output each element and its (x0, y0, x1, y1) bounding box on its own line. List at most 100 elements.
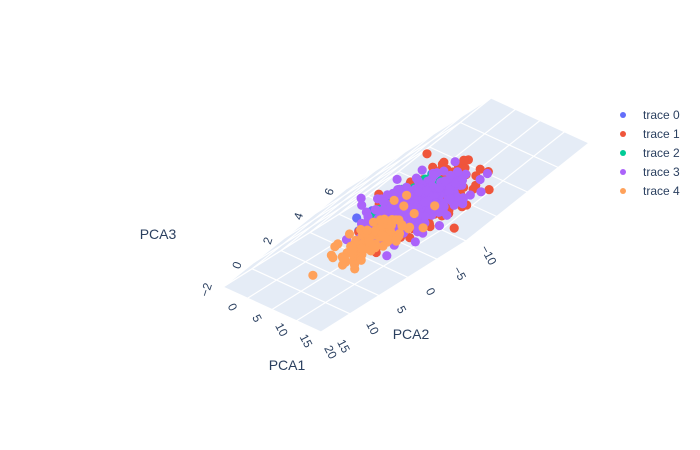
data-point (357, 200, 367, 210)
data-point (449, 223, 459, 233)
data-point (476, 187, 486, 197)
data-point (382, 251, 392, 261)
data-point (356, 224, 366, 235)
z-tick-label: 4 (291, 211, 306, 222)
data-point (409, 208, 419, 219)
z-tick-label: −2 (197, 281, 215, 299)
z-tick-label: 0 (229, 260, 244, 271)
data-point (465, 190, 475, 200)
data-point (446, 170, 456, 180)
data-point (402, 190, 412, 200)
legend-marker (620, 150, 626, 156)
data-point (370, 205, 381, 215)
legend-label: trace 4 (643, 184, 680, 198)
data-point (421, 185, 431, 196)
z-axis-title: PCA3 (140, 226, 177, 242)
data-point (308, 270, 318, 280)
data-point (430, 201, 440, 211)
x-axis-title: PCA1 (269, 357, 306, 373)
data-point (350, 264, 360, 274)
data-point (379, 214, 389, 224)
data-point (344, 229, 355, 239)
x-tick-label: 5 (249, 312, 265, 325)
legend-item-3[interactable]: trace 3 (620, 165, 680, 179)
data-point (357, 243, 367, 254)
data-point (378, 197, 389, 207)
legend-item-0[interactable]: trace 0 (620, 108, 680, 122)
y-tick-label: −10 (478, 243, 500, 268)
legend-marker (620, 169, 626, 175)
data-point (394, 229, 405, 239)
data-point (450, 157, 460, 167)
legend-label: trace 3 (643, 165, 680, 179)
data-point (482, 168, 492, 179)
gridline-y (280, 250, 380, 297)
z-tick-labels: 6 4 2 0 −2 (197, 186, 337, 298)
data-point (389, 195, 399, 205)
legend-label: trace 1 (643, 127, 680, 141)
data-point (414, 187, 424, 197)
legend-marker (620, 131, 626, 137)
gridline-z (345, 97, 492, 190)
gridline-z (314, 121, 461, 215)
data-point (364, 237, 375, 247)
data-point (410, 237, 420, 247)
data-point (449, 200, 459, 210)
x-tick-label: 0 (225, 301, 241, 314)
data-point (328, 253, 338, 263)
data-point (439, 166, 449, 176)
data-point (391, 215, 401, 225)
x-tick-label: 20 (321, 343, 340, 362)
data-point (475, 164, 485, 174)
legend-marker (620, 112, 626, 118)
data-point (445, 193, 455, 204)
data-point (420, 197, 430, 207)
data-point (339, 253, 349, 263)
data-point (388, 188, 398, 198)
gridline-y (251, 268, 351, 315)
data-point (429, 170, 439, 180)
y-tick-label: 5 (394, 303, 410, 316)
series-4 (308, 190, 440, 280)
gridline-z (490, 97, 590, 144)
data-points (308, 149, 494, 280)
gridline-z (459, 121, 559, 169)
legend-item-4[interactable]: trace 4 (620, 184, 680, 198)
data-point (457, 175, 468, 185)
data-point (452, 167, 463, 177)
data-point (458, 193, 468, 203)
data-point (356, 193, 366, 203)
data-point (434, 221, 444, 231)
y-tick-labels: 15 10 50 −5 −10 (334, 243, 499, 356)
legend-item-2[interactable]: trace 2 (620, 146, 680, 160)
data-point (378, 231, 389, 241)
data-point (362, 225, 372, 235)
y-tick-label: −5 (450, 264, 469, 283)
data-point (411, 173, 421, 183)
y-tick-label: 10 (363, 319, 382, 338)
legend-label: trace 0 (643, 108, 680, 122)
gridline-z (284, 146, 430, 239)
legend-marker (620, 188, 626, 194)
gridline-z (222, 195, 369, 288)
gridlines (222, 97, 590, 333)
data-point (420, 211, 430, 221)
gridline-x (320, 240, 467, 333)
gridline-y (222, 286, 322, 333)
x-tick-label: 10 (272, 320, 291, 339)
data-point (333, 239, 343, 249)
data-point (437, 159, 447, 169)
data-point (417, 165, 427, 175)
legend-item-1[interactable]: trace 1 (620, 127, 680, 141)
data-point (405, 222, 415, 232)
y-tick-label: 0 (423, 285, 439, 298)
legend: trace 0 trace 1 trace 2 trace 3 trace 4 (620, 108, 680, 198)
data-point (422, 149, 432, 159)
data-point (386, 203, 396, 213)
data-point (459, 155, 469, 165)
y-tick-label: 15 (334, 337, 353, 356)
z-tick-label: 2 (260, 235, 275, 246)
data-point (475, 174, 485, 185)
